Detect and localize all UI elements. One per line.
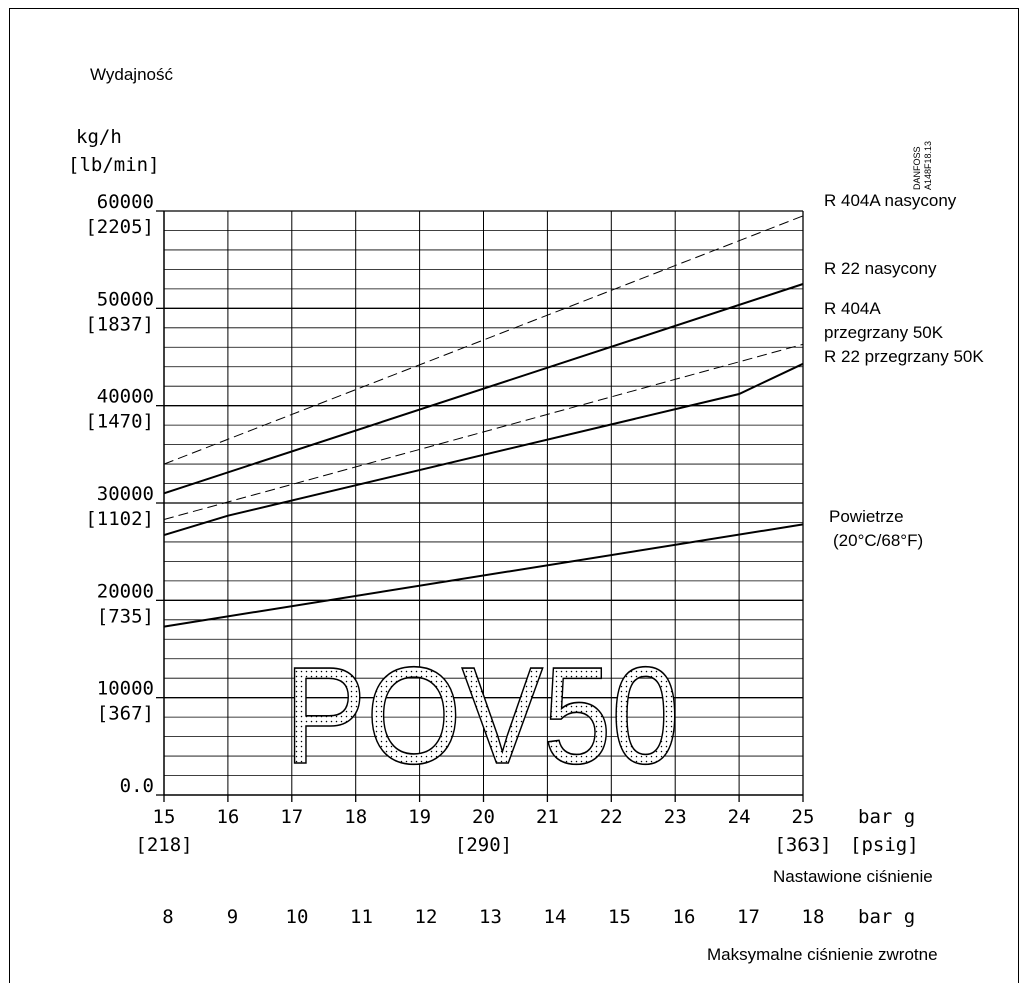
series-label: przegrzany 50K	[824, 323, 944, 342]
series-label: Powietrze	[829, 507, 904, 526]
series-line	[163, 343, 804, 520]
x2-tick-label: 11	[350, 906, 373, 928]
x-tick-label: 24	[728, 806, 751, 828]
series-line	[163, 215, 804, 465]
x2-tick-label: 18	[802, 906, 825, 928]
y-tick-sublabel: [1102]	[85, 508, 154, 530]
x2-tick-label: 9	[227, 906, 238, 928]
y-unit-primary: kg/h	[76, 126, 122, 148]
x-tick-label: 23	[664, 806, 687, 828]
x2-tick-label: 16	[673, 906, 696, 928]
x-axis-label: Nastawione ciśnienie	[773, 867, 933, 886]
series-labels: R 404A nasycony R 22 nasycony R 404A przegr…	[824, 191, 984, 550]
danfoss-code: DANFOSS	[912, 146, 922, 190]
x-tick-sublabel: [218]	[135, 834, 192, 856]
y-tick-sublabel: [1837]	[85, 313, 154, 335]
y-tick-label: 0.0	[120, 775, 154, 797]
y-tick-label: 40000	[97, 386, 154, 408]
big-product-label: POV50	[285, 639, 680, 793]
series-label: R 404A	[824, 299, 881, 318]
x-tick-label: 15	[153, 806, 176, 828]
y-tick-sublabel: [367]	[97, 703, 154, 725]
y-unit-secondary: [lb/min]	[68, 154, 160, 176]
series-label: (20°C/68°F)	[833, 531, 923, 550]
axes	[156, 210, 804, 802]
y-tick-sublabel: [2205]	[85, 216, 154, 238]
x2-tick-label: 14	[544, 906, 567, 928]
x-tick-label: 21	[536, 806, 559, 828]
x-tick-label: 20	[472, 806, 495, 828]
x-tick-label: 17	[280, 806, 303, 828]
y-tick-label: 50000	[97, 288, 154, 310]
x-tick-sublabel: [290]	[455, 834, 512, 856]
x2-tick-label: 13	[479, 906, 502, 928]
x2-tick-label: 8	[162, 906, 173, 928]
x-sub-unit: [psig]	[850, 834, 919, 856]
x-unit: bar g	[858, 806, 915, 828]
x2-tick-label: 12	[415, 906, 438, 928]
x-tick-label: 16	[216, 806, 239, 828]
chart-title: Wydajność	[90, 65, 173, 84]
y-tick-label: 10000	[97, 678, 154, 700]
series-line	[163, 523, 804, 628]
series-line	[163, 362, 804, 537]
series-label: R 22 przegrzany 50K	[824, 347, 984, 366]
series-label: R 404A nasycony	[824, 191, 957, 210]
series-label: R 22 nasycony	[824, 259, 937, 278]
x-tick-label: 25	[792, 806, 815, 828]
x-tick-label: 22	[600, 806, 623, 828]
x-tick-label: 19	[408, 806, 431, 828]
chart-frame	[9, 8, 1019, 983]
y-tick-label: 20000	[97, 580, 154, 602]
x2-tick-label: 15	[608, 906, 631, 928]
x2-tick-label: 10	[286, 906, 309, 928]
y-tick-labels: 60000 [2205] 50000 [1837] 40000 [1470] 30000 [1…	[85, 191, 154, 797]
x-tick-label: 18	[344, 806, 367, 828]
x2-tick-label: 17	[737, 906, 760, 928]
y-tick-label: 30000	[97, 483, 154, 505]
y-tick-sublabel: [735]	[97, 605, 154, 627]
x2-unit: bar g	[858, 906, 915, 928]
series-lines	[163, 215, 804, 628]
x2-axis-label: Maksymalne ciśnienie zwrotne	[707, 945, 938, 964]
y-tick-label: 60000	[97, 191, 154, 213]
x-tick-sublabel: [363]	[774, 834, 831, 856]
pov50-product-label: POV50	[284, 638, 681, 794]
drawing-code: A148F18.13	[923, 141, 933, 190]
x-tick-labels: 15 16 17 18 19 20 21 22 23 24 25 [218] [290] [363] 8 9 1…	[135, 806, 831, 928]
y-tick-sublabel: [1470]	[85, 411, 154, 433]
series-line	[163, 283, 804, 495]
